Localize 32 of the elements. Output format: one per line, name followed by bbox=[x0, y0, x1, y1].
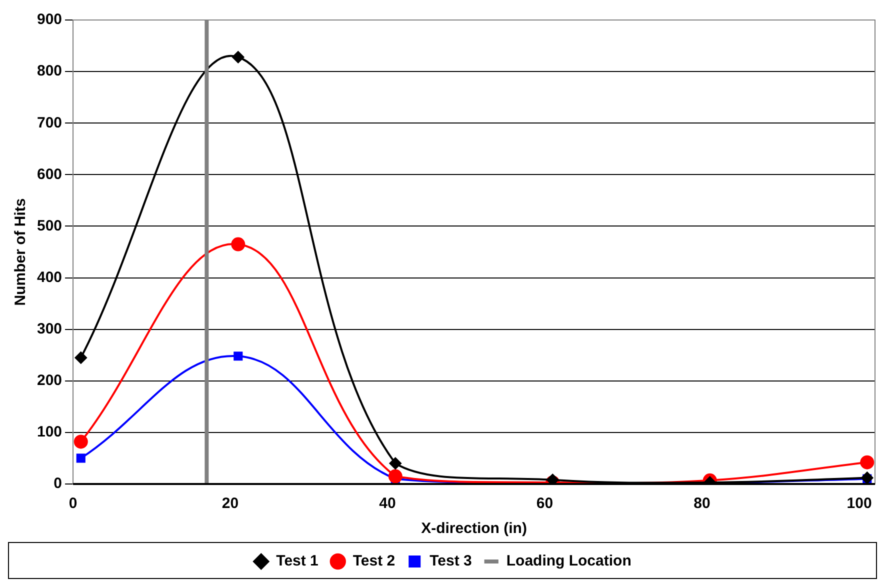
y-tick-label: 300 bbox=[36, 320, 62, 338]
y-tick-label: 100 bbox=[36, 424, 62, 441]
point bbox=[74, 434, 88, 449]
point bbox=[234, 352, 243, 361]
y-tick-label: 600 bbox=[36, 166, 62, 183]
x-tick-label: 0 bbox=[68, 495, 78, 512]
y-tick-label: 200 bbox=[36, 372, 62, 390]
x-tick-label: 60 bbox=[536, 495, 554, 512]
point bbox=[388, 469, 402, 484]
legend-label: Test 1 bbox=[276, 552, 318, 570]
point bbox=[76, 454, 86, 463]
y-tick-label: 500 bbox=[36, 217, 62, 234]
y-tick-label: 900 bbox=[36, 11, 62, 28]
x-tick-label: 80 bbox=[694, 495, 710, 512]
legend-label: Test 3 bbox=[430, 552, 472, 570]
y-axis-title: Number of Hits bbox=[12, 198, 30, 306]
y-tick-label: 800 bbox=[36, 62, 62, 80]
point bbox=[232, 51, 244, 64]
y-tick-label: 700 bbox=[36, 114, 62, 132]
point bbox=[860, 455, 874, 470]
point bbox=[389, 457, 402, 470]
x-axis-title: X-direction (in) bbox=[421, 520, 527, 538]
y-tick-label: 400 bbox=[36, 268, 62, 286]
x-tick-label: 40 bbox=[379, 495, 396, 512]
point bbox=[74, 352, 87, 364]
legend-label: Test 2 bbox=[352, 552, 396, 570]
legend-label: Loading Location bbox=[506, 552, 632, 570]
point bbox=[861, 472, 874, 484]
y-tick-label: 0 bbox=[54, 475, 62, 492]
x-tick-label: 20 bbox=[222, 495, 239, 512]
x-tick-label: 100 bbox=[846, 495, 872, 512]
point bbox=[231, 237, 246, 252]
